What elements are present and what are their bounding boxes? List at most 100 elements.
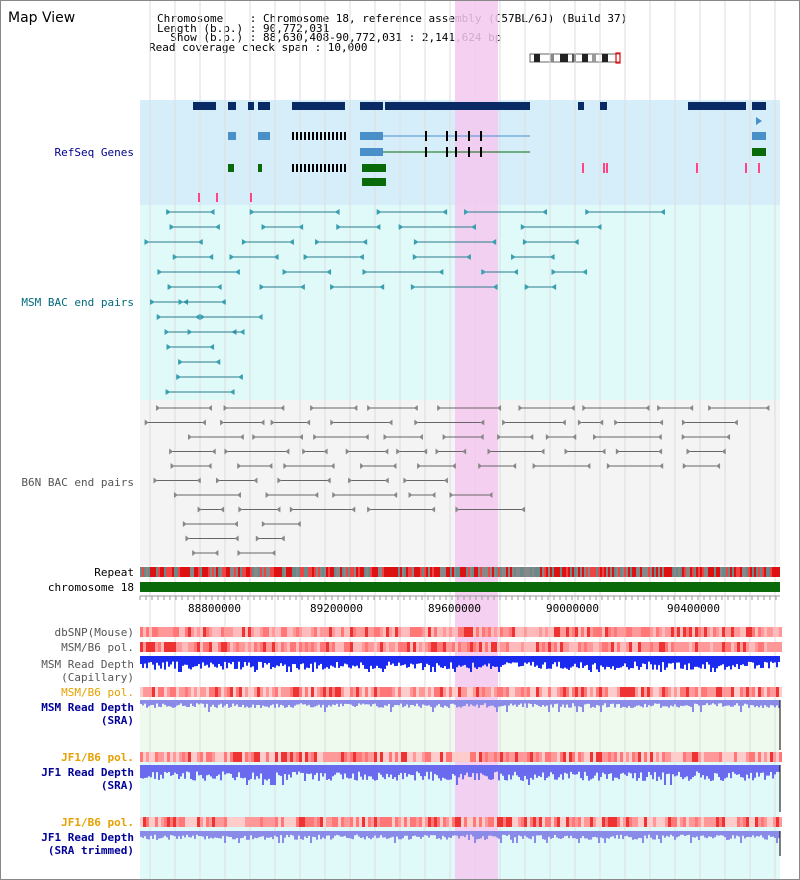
- track-label-chromosome[interactable]: chromosome 18: [47, 581, 134, 594]
- depth-bar: [692, 831, 694, 838]
- track-label-jf1-depth-trim[interactable]: JF1 Read Depth: [41, 831, 134, 844]
- depth-bar: [750, 700, 752, 706]
- repeat-block: [620, 567, 622, 577]
- polymorphism-cell: [311, 627, 314, 637]
- polymorphism-cell: [365, 687, 368, 697]
- depth-bar: [394, 656, 396, 667]
- polymorphism-cell: [170, 642, 173, 652]
- depth-bar: [222, 656, 224, 670]
- depth-bar: [282, 831, 284, 843]
- repeat-block: [772, 567, 774, 577]
- polymorphism-cell: [521, 627, 524, 637]
- polymorphism-cell: [242, 627, 245, 637]
- polymorphism-cell: [710, 642, 713, 652]
- repeat-block: [732, 567, 734, 577]
- depth-bar: [514, 765, 516, 772]
- depth-bar: [622, 765, 624, 773]
- depth-bar: [494, 831, 496, 837]
- repeat-block: [688, 567, 690, 577]
- polymorphism-cell: [353, 752, 356, 762]
- depth-bar: [686, 765, 688, 777]
- depth-bar: [332, 700, 334, 705]
- polymorphism-cell: [299, 627, 302, 637]
- track-label-msm-bac[interactable]: MSM BAC end pairs: [21, 296, 134, 309]
- polymorphism-cell: [413, 687, 416, 697]
- depth-bar: [602, 700, 604, 706]
- depth-bar: [366, 831, 368, 837]
- depth-bar: [444, 831, 446, 838]
- track-label-refseq[interactable]: RefSeq Genes: [54, 146, 134, 159]
- depth-bar: [732, 700, 734, 707]
- polymorphism-cell: [305, 752, 308, 762]
- track-label-jf1-depth[interactable]: JF1 Read Depth: [41, 766, 134, 779]
- depth-bar: [204, 831, 206, 840]
- polymorphism-cell: [698, 627, 701, 637]
- track-label-jf1-b6-pol-2[interactable]: JF1/B6 pol.: [61, 816, 134, 829]
- depth-bar: [162, 765, 164, 779]
- depth-bar: [310, 656, 312, 664]
- depth-bar: [672, 700, 674, 707]
- depth-bar: [682, 700, 684, 707]
- polymorphism-cell: [470, 752, 473, 762]
- polymorphism-cell: [164, 687, 167, 697]
- depth-bar: [388, 765, 390, 778]
- depth-bar: [686, 656, 688, 670]
- depth-bar: [744, 656, 746, 666]
- depth-bar: [426, 831, 428, 836]
- bac-end: [492, 284, 498, 290]
- depth-bar: [654, 831, 656, 840]
- repeat-block: [346, 567, 348, 577]
- depth-bar: [240, 700, 242, 708]
- polymorphism-cell: [428, 627, 431, 637]
- track-label-b6n-bac[interactable]: B6N BAC end pairs: [21, 476, 134, 489]
- polymorphism-cell: [227, 627, 230, 637]
- polymorphism-cell: [563, 627, 566, 637]
- repeat-block: [452, 567, 454, 577]
- polymorphism-cell: [389, 642, 392, 652]
- polymorphism-cell: [380, 687, 383, 697]
- polymorphism-cell: [692, 817, 695, 827]
- track-label-jf1-b6-pol-1[interactable]: JF1/B6 pol.: [61, 751, 134, 764]
- repeat-block: [648, 567, 650, 577]
- bac-end: [233, 521, 238, 527]
- depth-bar: [762, 831, 764, 838]
- polymorphism-cell: [371, 687, 374, 697]
- polymorphism-cell: [428, 642, 431, 652]
- depth-bar: [158, 700, 160, 707]
- polymorphism-cell: [560, 642, 563, 652]
- repeat-block: [154, 567, 156, 577]
- track-label-msm-depth-sra[interactable]: MSM Read Depth: [41, 701, 134, 714]
- track-label-msm-b6-pol-2[interactable]: MSM/B6 pol.: [61, 686, 134, 699]
- track-label-msm-depth-cap[interactable]: MSM Read Depth: [41, 658, 134, 671]
- depth-bar: [364, 700, 366, 705]
- track-label-msm-b6-pol-1[interactable]: MSM/B6 pol.: [61, 641, 134, 654]
- depth-bar: [680, 700, 682, 706]
- depth-bar: [252, 656, 254, 667]
- gene-exon: [304, 132, 306, 140]
- depth-bar: [422, 765, 424, 780]
- depth-bar: [244, 700, 246, 708]
- depth-bar: [400, 700, 402, 704]
- depth-bar: [716, 765, 718, 774]
- polymorphism-cell: [671, 642, 674, 652]
- bac-end: [384, 477, 389, 484]
- polymorphism-cell: [725, 817, 728, 827]
- polymorphism-cell: [515, 817, 518, 827]
- depth-bar: [414, 700, 416, 707]
- track-label-dbsnp[interactable]: dbSNP(Mouse): [54, 626, 134, 639]
- repeat-block: [582, 567, 584, 577]
- bac-end: [442, 434, 447, 440]
- bac-end: [686, 448, 691, 455]
- repeat-block: [400, 567, 402, 577]
- polymorphism-cell: [347, 642, 350, 652]
- track-label-repeat[interactable]: Repeat: [94, 566, 134, 579]
- polymorphism-cell: [497, 817, 500, 827]
- depth-bar: [196, 700, 198, 704]
- track-label-jf1-depth-trim-sub: (SRA trimmed): [47, 844, 134, 857]
- depth-bar: [280, 765, 282, 776]
- polymorphism-cell: [395, 752, 398, 762]
- polymorphism-cell: [143, 687, 146, 697]
- depth-bar: [512, 700, 514, 706]
- gene-exon: [446, 131, 448, 141]
